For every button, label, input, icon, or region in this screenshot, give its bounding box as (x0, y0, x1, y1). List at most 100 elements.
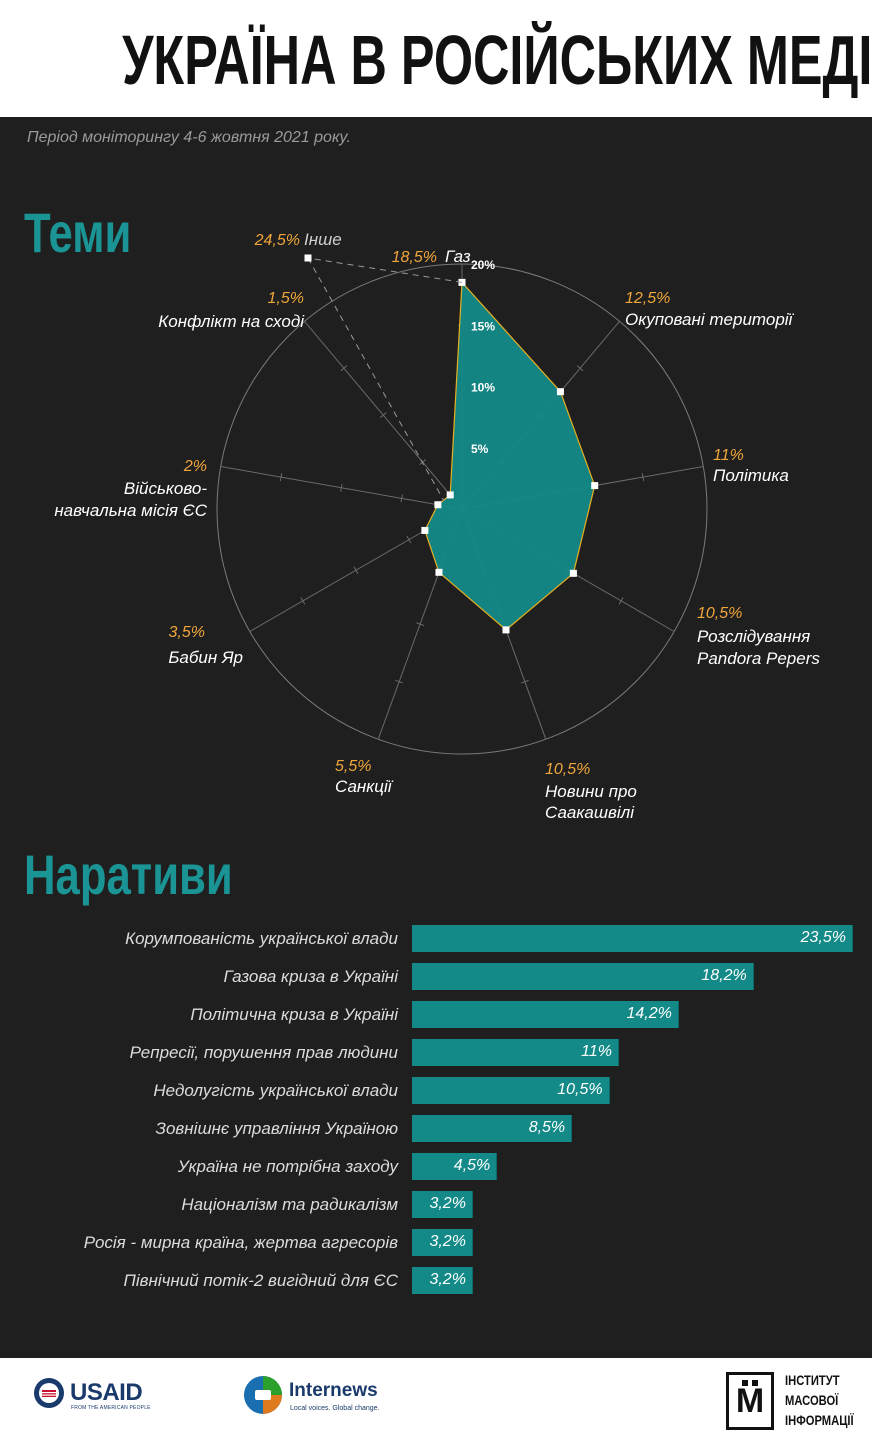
bar-row-9: Північний потік-2 вигідний для ЄС 3,2% (0, 1267, 872, 1295)
radar-value-label-4: 10,5% (545, 761, 590, 778)
bar-7 (412, 1191, 473, 1218)
bar-row-2: Політична криза в Україні 14,2% (0, 1001, 872, 1029)
bar-value-label-3: 11% (581, 1043, 612, 1060)
bar-value-label-1: 18,2% (701, 967, 747, 984)
radar-tick-6-2 (300, 597, 306, 605)
radar-tick-3-2 (618, 597, 624, 605)
internews-wordmark: Internews (289, 1380, 378, 1401)
radar-tick-1-2 (576, 365, 584, 372)
bar-8 (412, 1229, 473, 1256)
bar-row-6: Україна не потрібна заходу 4,5% (0, 1153, 872, 1181)
radar-tick-5-2 (395, 679, 404, 684)
imi-line-1: ІНСТИТУТ (785, 1372, 840, 1388)
radar-tick-7-0 (400, 494, 403, 503)
usaid-seal-icon (34, 1378, 64, 1408)
bar-category-label-3: Репресії, порушення прав людини (129, 1043, 398, 1062)
radar-axis-label-0: Газ (445, 247, 471, 266)
bar-category-label-1: Газова криза в Україні (223, 967, 398, 986)
bar-5 (412, 1115, 573, 1142)
bar-0 (412, 925, 853, 952)
radar-point-4 (502, 626, 510, 634)
radar-value-label-7: 2% (183, 458, 207, 475)
imi-logo-icon: М (726, 1372, 774, 1430)
radar-axis-label-2: Політика (713, 466, 789, 485)
radar-outlier-value: 24,5% (254, 232, 300, 249)
bar-9 (412, 1267, 473, 1294)
bar-category-label-8: Росія - мирна країна, жертва агресорів (83, 1233, 398, 1252)
themes-radar-chart: 5% 10% 15% 20% 18,5% Газ 12,5% Окуповані терито… (54, 230, 820, 822)
page-title: УКРАЇНА В РОСІЙСЬКИХ МЕДІА (122, 21, 872, 99)
bar-category-label-7: Націоналізм та радикалізм (181, 1195, 398, 1214)
radar-axis-label-8: Конфлікт на сході (158, 312, 305, 331)
radar-point-8 (446, 491, 454, 499)
bar-value-label-5: 8,5% (528, 1119, 566, 1136)
radar-value-label-2: 11% (713, 447, 744, 464)
imi-logo-dot-left (742, 1380, 748, 1386)
radar-point-7 (434, 501, 442, 509)
internews-logo-icon (244, 1376, 282, 1414)
bar-value-label-2: 14,2% (626, 1005, 672, 1022)
radar-tick-6-0 (406, 535, 412, 544)
radar-tick-8-1 (379, 412, 387, 419)
radar-tick-4-2 (520, 679, 529, 684)
bar-value-label-0: 23,5% (800, 929, 846, 946)
bar-category-label-6: Україна не потрібна заходу (177, 1157, 398, 1176)
radar-rtick-label-3: 20% (471, 258, 495, 272)
imi-logo-letter: М (735, 1382, 765, 1420)
radar-tick-8-2 (340, 365, 348, 372)
radar-value-label-6: 3,5% (169, 624, 205, 641)
radar-outlier-point (304, 254, 312, 262)
bar-3 (412, 1039, 619, 1066)
bar-category-label-5: Зовнішнє управління Україною (155, 1119, 398, 1138)
radar-tick-5-1 (416, 622, 425, 626)
bar-row-3: Репресії, порушення прав людини 11% (0, 1039, 872, 1067)
radar-axis-label-7: Військово-навчальна місія ЄС (54, 479, 207, 520)
imi-logo-dot-right (752, 1380, 758, 1386)
header-band (0, 0, 872, 117)
radar-point-6 (421, 526, 429, 534)
bar-6 (412, 1153, 498, 1180)
bar-1 (412, 963, 754, 990)
bar-2 (412, 1001, 679, 1028)
radar-value-label-0: 18,5% (392, 249, 437, 266)
radar-tick-2-2 (641, 473, 645, 482)
radar-point-3 (569, 569, 577, 577)
radar-axis-label-4: Новини про Саакашвілі (545, 782, 637, 822)
bar-row-0: Корумпованість української влади 23,5% (0, 925, 872, 953)
radar-axis-label-1: Окуповані території (625, 310, 795, 329)
radar-outlier-line-b (307, 257, 445, 502)
narratives-title: Наративи (24, 843, 233, 906)
radar-value-label-3: 10,5% (697, 605, 742, 622)
radar-axis-label-6: Бабин Яр (168, 648, 243, 667)
imi-line-2: МАСОВОЇ (785, 1392, 839, 1408)
bar-category-label-2: Політична криза в Україні (190, 1005, 398, 1024)
themes-title: Теми (24, 201, 132, 264)
radar-tick-7-2 (279, 473, 283, 482)
radar-axis-label-5: Санкції (335, 777, 394, 796)
radar-tick-6-1 (353, 566, 359, 574)
radar-rtick-label-0: 5% (471, 442, 489, 456)
bar-row-5: Зовнішнє управління Україною 8,5% (0, 1115, 872, 1143)
radar-value-label-5: 5,5% (335, 758, 371, 775)
bar-value-label-4: 10,5% (557, 1081, 603, 1098)
bar-value-label-8: 3,2% (429, 1233, 466, 1250)
bar-row-7: Націоналізм та радикалізм 3,2% (0, 1191, 872, 1219)
radar-point-1 (556, 388, 564, 396)
imi-wordmark: ІНСТИТУТ МАСОВОЇ ІНФОРМАЦІЇ (785, 1370, 854, 1430)
radar-value-label-1: 12,5% (625, 290, 670, 307)
bar-row-1: Газова криза в Україні 18,2% (0, 963, 872, 991)
radar-point-2 (591, 482, 599, 490)
subtitle: Період моніторингу 4-6 жовтня 2021 року. (27, 129, 351, 146)
radar-outlier-line-a (307, 257, 463, 283)
imi-line-3: ІНФОРМАЦІЇ (785, 1412, 854, 1428)
bar-4 (412, 1077, 610, 1104)
radar-point-5 (435, 568, 443, 576)
bar-category-label-9: Північний потік-2 вигідний для ЄС (123, 1271, 398, 1290)
bar-value-label-9: 3,2% (429, 1271, 466, 1288)
radar-rtick-label-2: 15% (471, 319, 495, 333)
radar-axis-label-3: Розслідування Pandora Pepers (697, 627, 820, 668)
bar-value-label-7: 3,2% (429, 1195, 466, 1212)
bar-category-label-4: Недолугість української влади (153, 1081, 398, 1100)
bar-category-label-0: Корумпованість української влади (125, 929, 398, 948)
bar-row-8: Росія - мирна країна, жертва агресорів 3,… (0, 1229, 872, 1257)
